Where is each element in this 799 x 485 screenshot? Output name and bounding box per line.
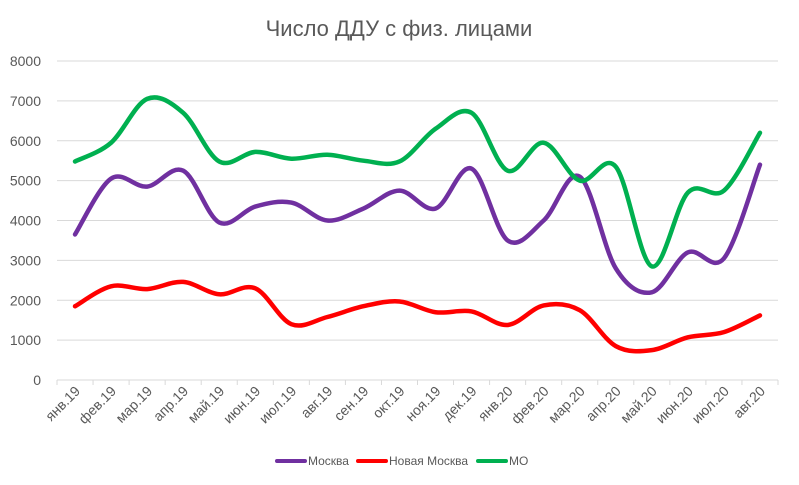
series-line-2 [72, 95, 763, 269]
y-tick-label: 2000 [10, 292, 41, 308]
chart-title: Число ДДУ с физ. лицами [266, 16, 533, 41]
x-tick-label: май.20 [617, 383, 660, 426]
x-tick-label: фев.19 [75, 383, 119, 427]
y-tick-label: 6000 [10, 133, 41, 149]
x-tick-label: дек.19 [439, 383, 480, 424]
y-tick-label: 0 [33, 372, 41, 388]
y-tick-label: 4000 [10, 213, 41, 229]
x-tick-label: май.19 [184, 383, 227, 426]
x-tick-label: июл.20 [688, 383, 732, 427]
x-tick-label: июл.19 [256, 383, 300, 427]
series-line-0 [72, 162, 763, 296]
legend-label: МО [509, 454, 528, 468]
x-tick-label: сен.19 [331, 383, 372, 424]
x-tick-label: авг.19 [297, 383, 335, 421]
x-tick-label: окт.19 [369, 383, 408, 422]
x-axis-ticks: янв.19фев.19мар.19апр.19май.19июн.19июл.… [42, 380, 779, 427]
x-tick-label: ноя.19 [402, 383, 444, 425]
x-tick-label: апр.20 [582, 383, 624, 425]
x-tick-label: июн.19 [220, 383, 264, 427]
y-tick-label: 7000 [10, 93, 41, 109]
legend: Москва Новая Москва МО [275, 454, 528, 468]
legend-label: Новая Москва [389, 454, 468, 468]
x-tick-label: авг.20 [730, 383, 768, 421]
y-tick-label: 3000 [10, 252, 41, 268]
legend-label: Москва [308, 454, 349, 468]
y-axis-ticks: 0 1000 2000 3000 4000 5000 6000 7000 8000 [10, 53, 41, 388]
x-tick-label: фев.20 [508, 383, 552, 427]
series-line-1 [72, 279, 763, 354]
x-tick-label: мар.20 [545, 383, 588, 426]
x-tick-label: мар.19 [112, 383, 155, 426]
y-tick-label: 8000 [10, 53, 41, 69]
x-tick-label: июн.20 [652, 383, 696, 427]
series-lines [72, 95, 763, 354]
y-tick-label: 5000 [10, 173, 41, 189]
y-tick-label: 1000 [10, 332, 41, 348]
x-tick-label: апр.19 [150, 383, 192, 425]
gridlines [57, 60, 778, 381]
